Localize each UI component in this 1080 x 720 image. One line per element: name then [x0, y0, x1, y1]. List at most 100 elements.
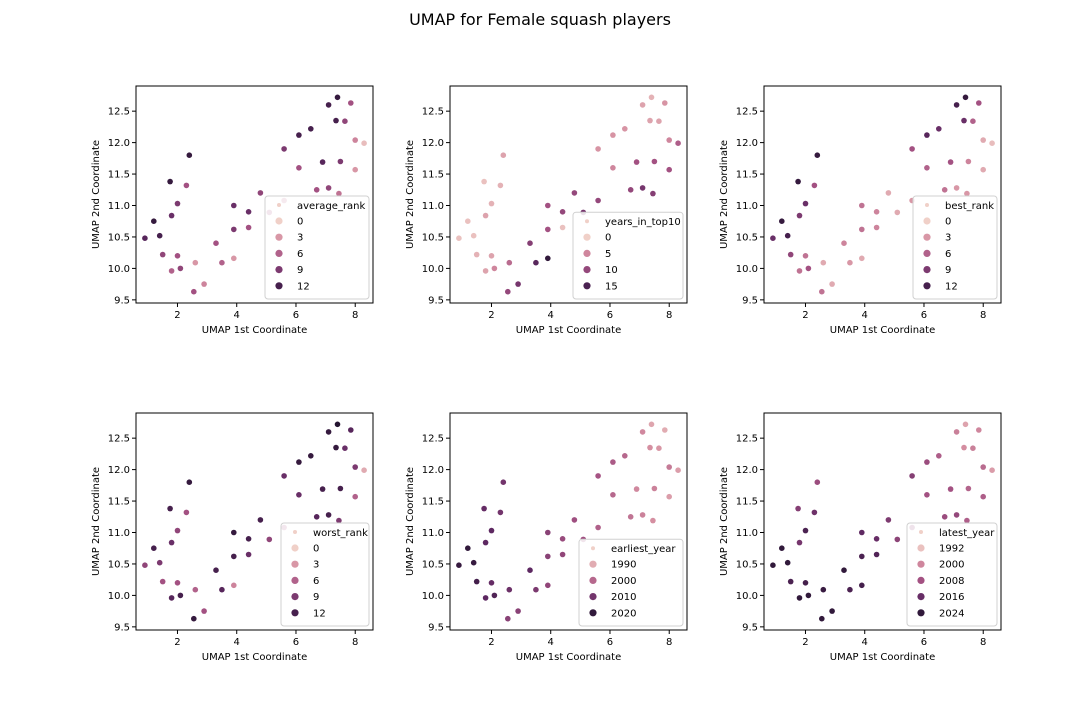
scatter-point — [296, 492, 302, 498]
scatter-point — [873, 224, 880, 231]
scatter-point — [953, 512, 960, 518]
scatter-point — [894, 209, 901, 216]
scatter-point — [941, 187, 948, 193]
scatter-point — [482, 539, 489, 546]
axes-frame — [449, 412, 688, 631]
x-tick-label: 8 — [352, 310, 358, 321]
scatter-point — [964, 190, 970, 197]
scatter-point — [296, 132, 302, 138]
legend: latest_year 1992 2000 2008 2016 2024 — [906, 522, 998, 627]
legend-box — [578, 538, 684, 627]
legend-label: 5 — [605, 249, 611, 260]
y-axis-label: UMAP 2nd Coordinate — [405, 140, 416, 249]
legend-marker — [275, 249, 283, 257]
scatter-point — [201, 608, 207, 614]
y-tick-label: 11.5 — [736, 497, 758, 508]
scatter-point — [213, 240, 219, 246]
scatter-point — [651, 158, 658, 165]
x-tick-label: 6 — [293, 637, 299, 648]
scatter-point — [795, 178, 801, 185]
legend-label: 2016 — [939, 592, 964, 603]
scatter-point — [505, 288, 511, 295]
scatter-point — [873, 551, 880, 558]
legend-label: 9 — [297, 265, 303, 276]
scatter-point — [571, 190, 578, 196]
y-axis-label: UMAP 2nd Coordinate — [91, 467, 102, 576]
legend-title-marker — [925, 203, 929, 207]
scatter-point — [885, 190, 892, 196]
scatter-point — [308, 453, 314, 459]
subplot: 2 4 6 8 9.5 10.0 10.5 11.0 11.5 12.0 12.5 UMAP 1st … — [91, 412, 374, 663]
x-axis-label: UMAP 1st Coordinate — [830, 325, 936, 336]
x-tick-label: 6 — [607, 310, 613, 321]
legend-box — [280, 522, 370, 627]
scatter-point — [841, 240, 847, 246]
y-tick-label: 11.0 — [422, 201, 444, 212]
subplot: 2 4 6 8 9.5 10.0 10.5 11.0 11.5 12.0 12.5 UMAP 1st … — [405, 85, 688, 336]
y-tick-label: 11.0 — [736, 528, 758, 539]
x-tick-label: 8 — [666, 310, 672, 321]
legend-label: 2020 — [611, 608, 636, 619]
scatter-point — [784, 559, 791, 566]
x-tick-label: 6 — [921, 637, 927, 648]
scatter-point — [989, 467, 995, 474]
scatter-point — [648, 94, 655, 101]
legend-marker — [923, 217, 931, 225]
scatter-point — [257, 517, 264, 523]
legend-label: 6 — [945, 249, 951, 260]
scatter-point — [633, 159, 640, 165]
scatter-point — [231, 202, 237, 209]
legend-marker — [589, 560, 597, 568]
legend-label: 1992 — [939, 544, 964, 555]
scatter-point — [648, 421, 655, 428]
figure-title: UMAP for Female squash players — [409, 10, 671, 29]
scatter-point — [559, 551, 566, 558]
scatter-point — [622, 126, 628, 132]
scatter-point — [473, 251, 480, 258]
scatter-point — [482, 212, 489, 219]
y-tick-label: 9.5 — [742, 622, 758, 633]
legend-marker — [923, 249, 931, 257]
scatter-point — [847, 586, 853, 593]
y-tick-label: 12.0 — [108, 138, 130, 149]
scatter-point — [622, 453, 628, 459]
scatter-point — [266, 536, 273, 543]
scatter-point — [201, 281, 207, 287]
scatter-point — [859, 529, 865, 536]
scatter-point — [787, 578, 794, 585]
scatter-point — [192, 586, 199, 593]
axes-frame — [763, 412, 1002, 631]
legend-marker — [275, 233, 283, 241]
legend-marker — [923, 233, 931, 241]
scatter-point — [675, 467, 681, 474]
scatter-point — [894, 536, 901, 543]
scatter-point — [627, 514, 634, 520]
scatter-point — [352, 464, 359, 470]
scatter-point — [610, 165, 616, 171]
scatter-point — [666, 493, 672, 500]
scatter-point — [970, 445, 976, 452]
x-tick-label: 4 — [234, 310, 240, 321]
scatter-point — [961, 444, 967, 451]
scatter-point — [177, 265, 184, 272]
scatter-point — [651, 485, 658, 492]
legend-title: worst_rank — [313, 528, 368, 539]
y-tick-label: 11.5 — [108, 170, 130, 181]
y-tick-label: 10.5 — [422, 232, 444, 243]
scatter-point — [666, 166, 672, 173]
scatter-point — [533, 586, 539, 593]
legend-marker — [917, 576, 925, 585]
scatter-point — [231, 582, 237, 589]
legend-title-marker — [585, 219, 589, 224]
scatter-point — [885, 517, 892, 523]
scatter-point — [296, 165, 302, 171]
scatter-point — [183, 509, 190, 516]
legend-label: 2008 — [939, 576, 964, 587]
scatter-point — [859, 582, 865, 589]
scatter-point — [186, 479, 193, 486]
scatter-point — [257, 190, 264, 196]
x-axis-label: UMAP 1st Coordinate — [202, 652, 308, 663]
scatter-point — [482, 268, 489, 274]
scatter-point — [976, 427, 982, 433]
scatter-point — [348, 427, 354, 433]
